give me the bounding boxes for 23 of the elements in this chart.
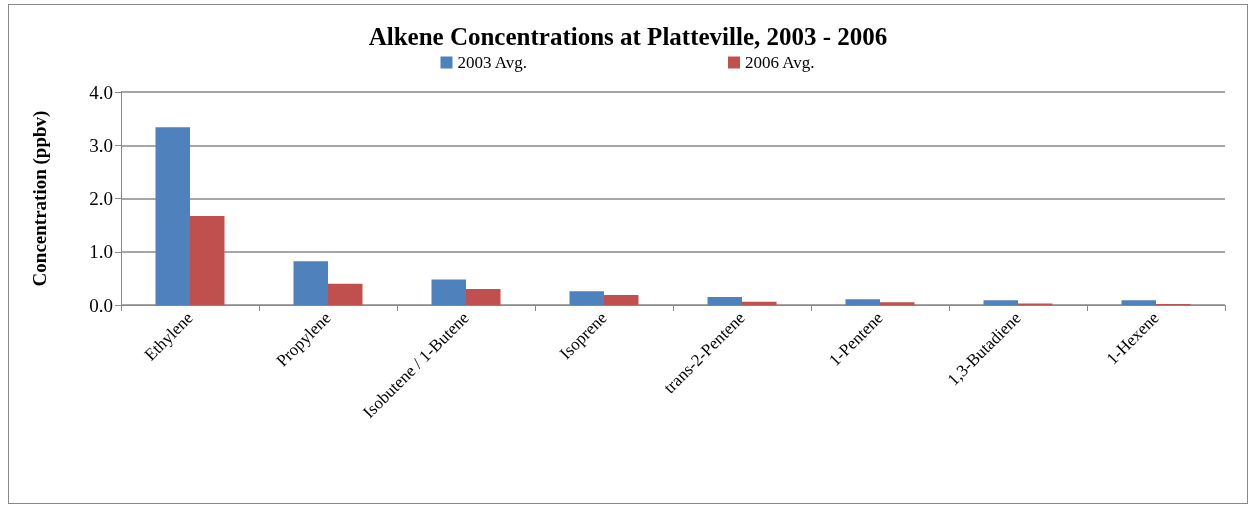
y-tick-label: 3.0 xyxy=(89,134,113,156)
y-axis-title: Concentration (ppbv) xyxy=(29,110,51,287)
bar xyxy=(431,279,466,305)
bar xyxy=(293,261,328,305)
bar xyxy=(880,302,915,305)
y-tick-label: 0.0 xyxy=(89,294,113,316)
y-tick-label: 2.0 xyxy=(89,188,113,209)
bar xyxy=(604,294,639,305)
bar xyxy=(328,283,363,305)
y-tick-label: 4.0 xyxy=(89,81,113,103)
bar xyxy=(742,301,777,305)
legend-label: 2006 Avg. xyxy=(745,53,815,72)
bar xyxy=(190,216,225,305)
y-tick-label: 1.0 xyxy=(89,241,113,263)
legend-label: 2003 Avg. xyxy=(457,53,528,72)
bar xyxy=(155,127,190,305)
bar xyxy=(466,289,501,305)
bar xyxy=(1121,300,1156,305)
bar xyxy=(569,291,604,305)
bar xyxy=(983,300,1018,305)
bar xyxy=(845,299,880,305)
chart-title: Alkene Concentrations at Platteville, 2003 - 2006 xyxy=(368,23,888,50)
bar xyxy=(707,297,742,305)
